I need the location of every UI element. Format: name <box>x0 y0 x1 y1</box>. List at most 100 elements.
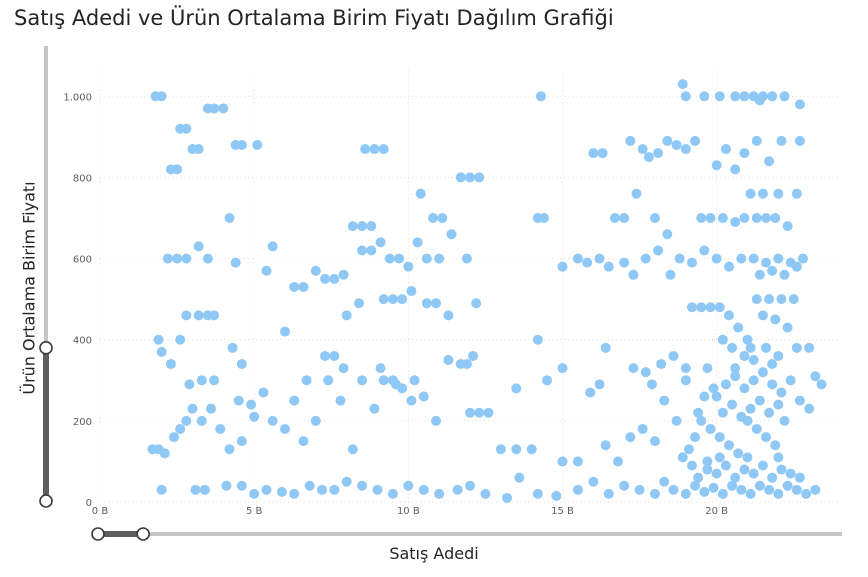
data-point[interactable] <box>199 484 210 495</box>
data-point[interactable] <box>724 310 734 321</box>
data-point[interactable] <box>717 213 728 223</box>
data-point[interactable] <box>403 480 414 491</box>
data-point[interactable] <box>637 423 648 434</box>
data-point[interactable] <box>443 355 454 365</box>
data-point[interactable] <box>465 172 475 183</box>
data-point[interactable] <box>193 310 204 321</box>
data-point[interactable] <box>159 448 170 459</box>
data-point[interactable] <box>619 257 630 268</box>
data-point[interactable] <box>196 375 207 386</box>
data-point[interactable] <box>757 460 768 471</box>
data-point[interactable] <box>773 188 784 199</box>
data-point[interactable] <box>730 164 741 175</box>
data-point[interactable] <box>739 350 750 361</box>
data-point[interactable] <box>745 488 756 499</box>
data-point[interactable] <box>782 480 793 491</box>
data-point[interactable] <box>646 379 657 390</box>
data-point[interactable] <box>603 261 614 272</box>
data-point[interactable] <box>619 213 630 223</box>
data-point[interactable] <box>745 403 756 414</box>
data-point[interactable] <box>739 464 750 475</box>
data-point[interactable] <box>634 484 645 495</box>
data-point[interactable] <box>683 444 694 455</box>
data-point[interactable] <box>224 213 235 223</box>
data-point[interactable] <box>384 253 395 264</box>
data-point[interactable] <box>668 484 679 495</box>
data-point[interactable] <box>751 135 762 146</box>
data-point[interactable] <box>465 480 475 491</box>
y-zoom-slider[interactable] <box>39 46 53 508</box>
data-point[interactable] <box>236 139 247 150</box>
data-point[interactable] <box>733 448 744 459</box>
data-point[interactable] <box>690 135 701 146</box>
data-point[interactable] <box>687 460 697 471</box>
data-point[interactable] <box>341 310 352 321</box>
y-slider-upper-handle[interactable] <box>39 341 53 355</box>
data-point[interactable] <box>767 359 778 370</box>
data-point[interactable] <box>699 486 710 497</box>
data-point[interactable] <box>181 310 192 321</box>
data-point[interactable] <box>434 253 445 264</box>
data-point[interactable] <box>227 342 238 353</box>
data-point[interactable] <box>773 488 784 499</box>
data-point[interactable] <box>754 480 765 491</box>
data-point[interactable] <box>730 371 741 382</box>
data-point[interactable] <box>680 144 691 155</box>
data-point[interactable] <box>594 253 605 264</box>
data-point[interactable] <box>748 375 759 386</box>
data-point[interactable] <box>600 342 611 353</box>
data-point[interactable] <box>751 213 762 223</box>
data-point[interactable] <box>329 350 340 361</box>
data-point[interactable] <box>782 322 793 333</box>
data-point[interactable] <box>557 261 568 272</box>
data-point[interactable] <box>773 350 784 361</box>
data-point[interactable] <box>280 423 290 434</box>
x-slider-left-handle[interactable] <box>91 527 105 541</box>
data-point[interactable] <box>791 342 802 353</box>
data-point[interactable] <box>640 367 651 378</box>
data-point[interactable] <box>428 213 438 223</box>
data-point[interactable] <box>730 91 741 102</box>
data-point[interactable] <box>196 415 207 426</box>
data-point[interactable] <box>258 387 269 398</box>
data-point[interactable] <box>357 480 368 491</box>
data-point[interactable] <box>372 484 383 495</box>
data-point[interactable] <box>791 484 802 495</box>
data-point[interactable] <box>705 302 716 313</box>
data-point[interactable] <box>572 484 583 495</box>
data-point[interactable] <box>727 342 738 353</box>
data-point[interactable] <box>597 148 608 159</box>
data-point[interactable] <box>745 188 756 199</box>
data-point[interactable] <box>693 407 704 418</box>
data-point[interactable] <box>727 480 738 491</box>
data-point[interactable] <box>736 253 747 264</box>
data-point[interactable] <box>369 144 380 155</box>
data-point[interactable] <box>637 144 648 155</box>
data-point[interactable] <box>739 148 750 159</box>
data-point[interactable] <box>643 152 654 163</box>
data-point[interactable] <box>702 464 713 475</box>
data-point[interactable] <box>502 492 512 503</box>
data-point[interactable] <box>338 363 349 374</box>
data-point[interactable] <box>360 144 371 155</box>
data-point[interactable] <box>329 273 340 284</box>
data-point[interactable] <box>431 415 442 426</box>
data-point[interactable] <box>677 452 688 463</box>
data-point[interactable] <box>394 253 405 264</box>
data-point[interactable] <box>329 484 340 495</box>
data-point[interactable] <box>298 281 309 292</box>
data-point[interactable] <box>406 286 417 297</box>
data-point[interactable] <box>474 407 485 418</box>
data-point[interactable] <box>776 387 787 398</box>
data-point[interactable] <box>175 334 186 345</box>
data-point[interactable] <box>366 245 377 256</box>
data-point[interactable] <box>656 359 667 370</box>
data-point[interactable] <box>175 423 186 434</box>
data-point[interactable] <box>764 407 775 418</box>
data-point[interactable] <box>640 253 651 264</box>
data-point[interactable] <box>794 99 805 110</box>
data-point[interactable] <box>261 484 272 495</box>
data-point[interactable] <box>650 213 660 223</box>
data-point[interactable] <box>779 415 790 426</box>
data-point[interactable] <box>310 265 321 276</box>
